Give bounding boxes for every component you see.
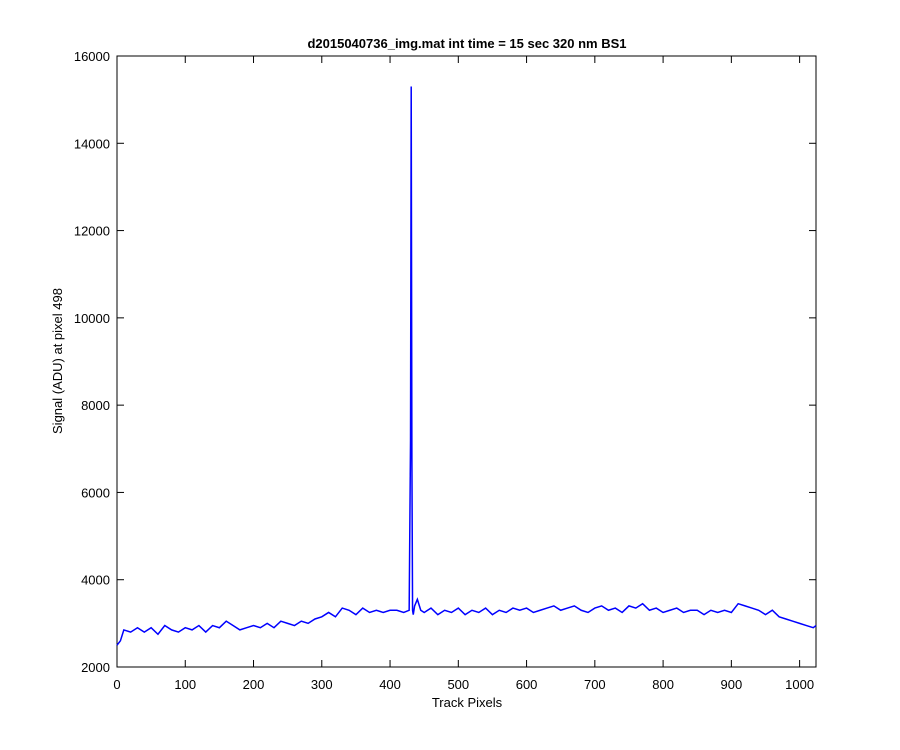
- x-tick-label: 1000: [785, 677, 814, 692]
- x-tick-label: 0: [113, 677, 120, 692]
- y-axis: 2000 4000 6000 8000 10000 12000 14000 16000: [74, 49, 816, 675]
- x-tick-label: 100: [174, 677, 196, 692]
- x-tick-label: 200: [243, 677, 265, 692]
- y-tick-label: 4000: [81, 573, 110, 588]
- series-line: [116, 86, 817, 646]
- x-tick-label: 500: [447, 677, 469, 692]
- y-axis-label: Signal (ADU) at pixel 498: [50, 288, 65, 434]
- x-tick-label: 600: [516, 677, 538, 692]
- x-tick-label: 800: [652, 677, 674, 692]
- x-tick-label: 900: [721, 677, 743, 692]
- x-tick-label: 700: [584, 677, 606, 692]
- x-axis: 0 100 200 300 400 500 600 700 800 900 1000: [113, 56, 814, 692]
- y-tick-label: 10000: [74, 311, 110, 326]
- plot-area: [116, 55, 817, 668]
- y-tick-label: 8000: [81, 398, 110, 413]
- y-tick-label: 2000: [81, 660, 110, 675]
- y-tick-label: 14000: [74, 136, 110, 151]
- x-tick-label: 400: [379, 677, 401, 692]
- chart-title: d2015040736_img.mat int time = 15 sec 32…: [307, 36, 626, 51]
- x-axis-label: Track Pixels: [432, 695, 503, 710]
- x-tick-label: 300: [311, 677, 333, 692]
- y-tick-label: 12000: [74, 224, 110, 239]
- y-tick-label: 6000: [81, 485, 110, 500]
- y-tick-label: 16000: [74, 49, 110, 64]
